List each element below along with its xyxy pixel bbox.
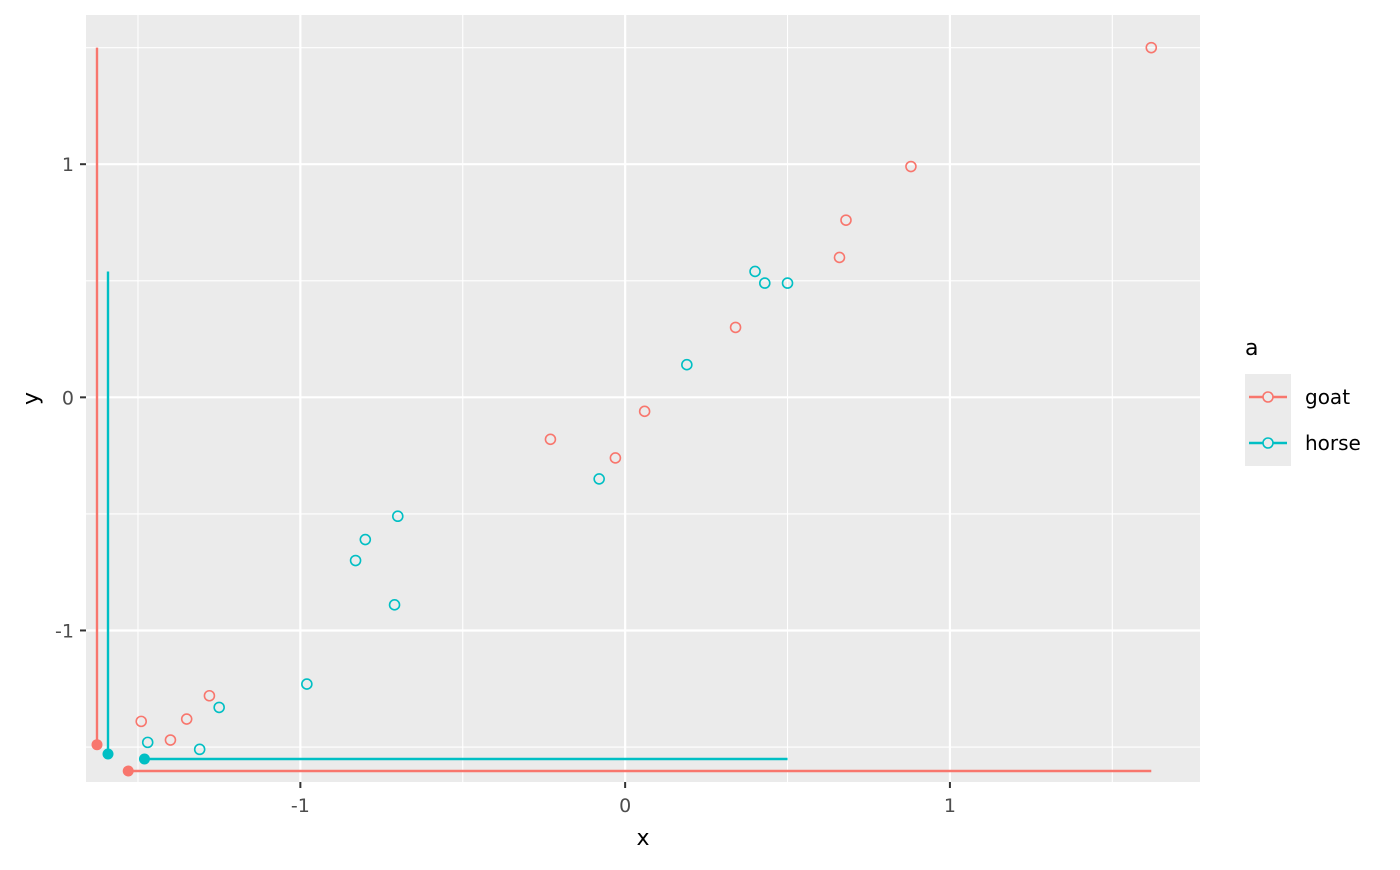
point-horse [781,277,794,289]
point-goat [905,160,917,173]
legend-key-point-horse [1262,437,1274,449]
y-axis-title: y [19,392,44,405]
point-goat [729,321,742,334]
x-tick-label: 1 [944,795,956,817]
point-horse [193,743,206,756]
point-horse [141,736,154,749]
y-tick-label: 0 [62,387,74,409]
point-horse [391,510,404,523]
x-axis: -1 0 1 [291,782,956,817]
point-horse [749,265,761,278]
point-horse [681,358,693,371]
point-goat [609,452,622,464]
point-goat [833,251,846,264]
range-rugs [91,47,1152,777]
range-dot-y-horse [102,748,114,760]
point-goat [840,214,852,226]
point-horse [758,277,771,289]
x-tick-label: -1 [291,795,310,817]
point-horse [349,554,362,567]
legend-key-point-goat [1262,391,1274,403]
point-horse [388,599,401,611]
grid-minor [86,15,1200,782]
range-dot-y-goat [91,739,103,751]
data-points [135,41,1158,756]
grid-major [86,15,1200,782]
x-tick-label: 0 [619,795,631,817]
legend-label-goat: goat [1305,385,1350,409]
range-dot-x-goat [122,765,134,777]
y-axis: -1 0 1 [55,154,86,642]
point-horse [359,533,372,546]
point-horse [301,678,313,690]
point-goat [203,689,216,702]
point-goat [1145,41,1158,54]
x-axis-title: x [636,826,649,851]
y-tick-label: -1 [55,620,74,642]
point-goat [135,715,148,728]
panel-background [86,15,1200,782]
point-goat [544,433,557,446]
point-horse [213,701,225,714]
legend-label-horse: horse [1305,431,1361,455]
legend: a goat horse [1245,336,1361,466]
point-horse [593,473,605,485]
point-goat [164,734,177,746]
point-goat [638,405,651,418]
range-dot-x-horse [138,753,150,765]
legend-title: a [1245,336,1258,361]
y-tick-label: 1 [62,154,74,176]
point-goat [180,713,193,725]
